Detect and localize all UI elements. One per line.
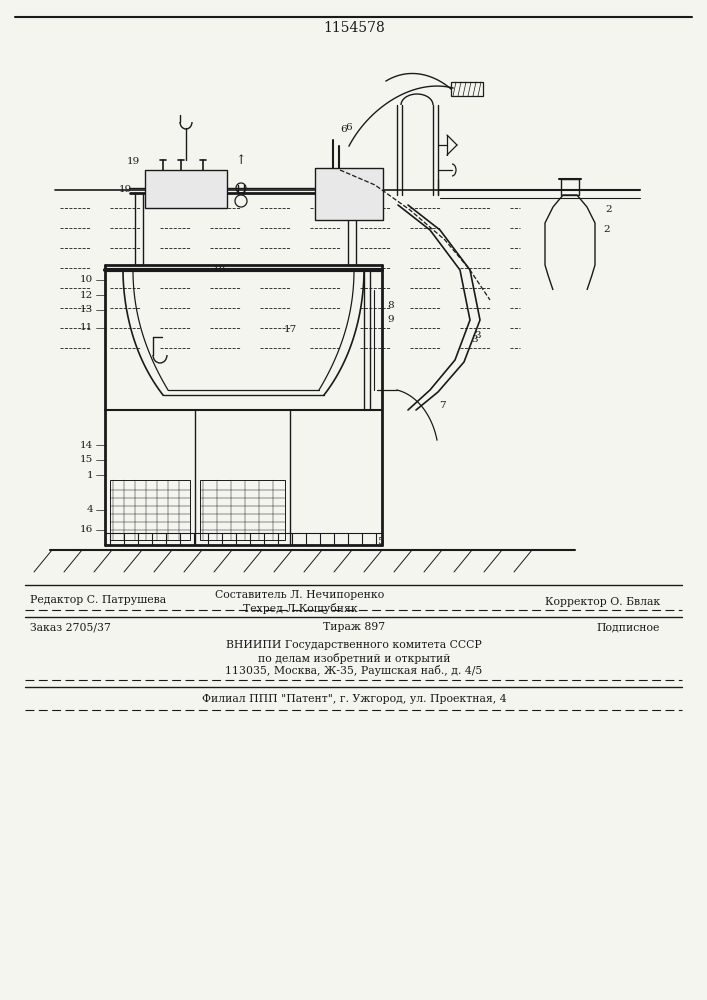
Text: Тираж 897: Тираж 897 bbox=[323, 622, 385, 632]
Text: 7: 7 bbox=[438, 400, 445, 410]
Bar bbox=[200, 480, 285, 540]
Text: 15: 15 bbox=[80, 456, 93, 464]
Text: Составитель Л. Нечипоренко: Составитель Л. Нечипоренко bbox=[216, 590, 385, 600]
Text: 9: 9 bbox=[387, 316, 394, 324]
Bar bbox=[145, 170, 227, 208]
Text: 19: 19 bbox=[119, 184, 132, 194]
Text: Подписное: Подписное bbox=[597, 622, 660, 632]
Text: 11: 11 bbox=[80, 324, 93, 332]
Text: Редактор С. Патрушева: Редактор С. Патрушева bbox=[30, 595, 166, 605]
Text: 17: 17 bbox=[284, 326, 297, 334]
Text: Филиал ППП "Патент", г. Ужгород, ул. Проектная, 4: Филиал ППП "Патент", г. Ужгород, ул. Про… bbox=[201, 694, 506, 704]
Text: 12: 12 bbox=[80, 290, 93, 300]
Text: Заказ 2705/37: Заказ 2705/37 bbox=[30, 622, 111, 632]
Text: 4: 4 bbox=[86, 506, 93, 514]
Text: 14: 14 bbox=[80, 440, 93, 450]
Text: 113035, Москва, Ж-35, Раушская наб., д. 4/5: 113035, Москва, Ж-35, Раушская наб., д. … bbox=[226, 666, 483, 676]
Text: 3: 3 bbox=[472, 336, 479, 344]
Text: 19: 19 bbox=[127, 157, 139, 166]
Text: по делам изобретний и открытий: по делам изобретний и открытий bbox=[258, 652, 450, 664]
Text: 16: 16 bbox=[80, 526, 93, 534]
Bar bbox=[561, 179, 579, 195]
Text: ↑: ↑ bbox=[235, 153, 246, 166]
Text: 8: 8 bbox=[387, 300, 394, 310]
Text: 13: 13 bbox=[80, 306, 93, 314]
Text: 2: 2 bbox=[606, 206, 612, 215]
Text: 2: 2 bbox=[604, 226, 610, 234]
Text: 18: 18 bbox=[213, 265, 226, 274]
Bar bbox=[110, 480, 190, 540]
Text: 6: 6 bbox=[346, 123, 352, 132]
Text: 5: 5 bbox=[377, 538, 383, 546]
Text: ВНИИПИ Государственного комитета СССР: ВНИИПИ Государственного комитета СССР bbox=[226, 640, 482, 650]
Bar bbox=[451, 82, 483, 96]
Text: 1154578: 1154578 bbox=[323, 21, 385, 35]
Text: 1: 1 bbox=[86, 471, 93, 480]
Text: Техред Л.Кощубняк: Техред Л.Кощубняк bbox=[243, 602, 357, 613]
Text: 3: 3 bbox=[474, 330, 481, 340]
Bar bbox=[315, 168, 383, 220]
Text: Корректор О. Бвлак: Корректор О. Бвлак bbox=[545, 597, 660, 607]
Text: 6: 6 bbox=[341, 125, 347, 134]
Text: 10: 10 bbox=[80, 275, 93, 284]
